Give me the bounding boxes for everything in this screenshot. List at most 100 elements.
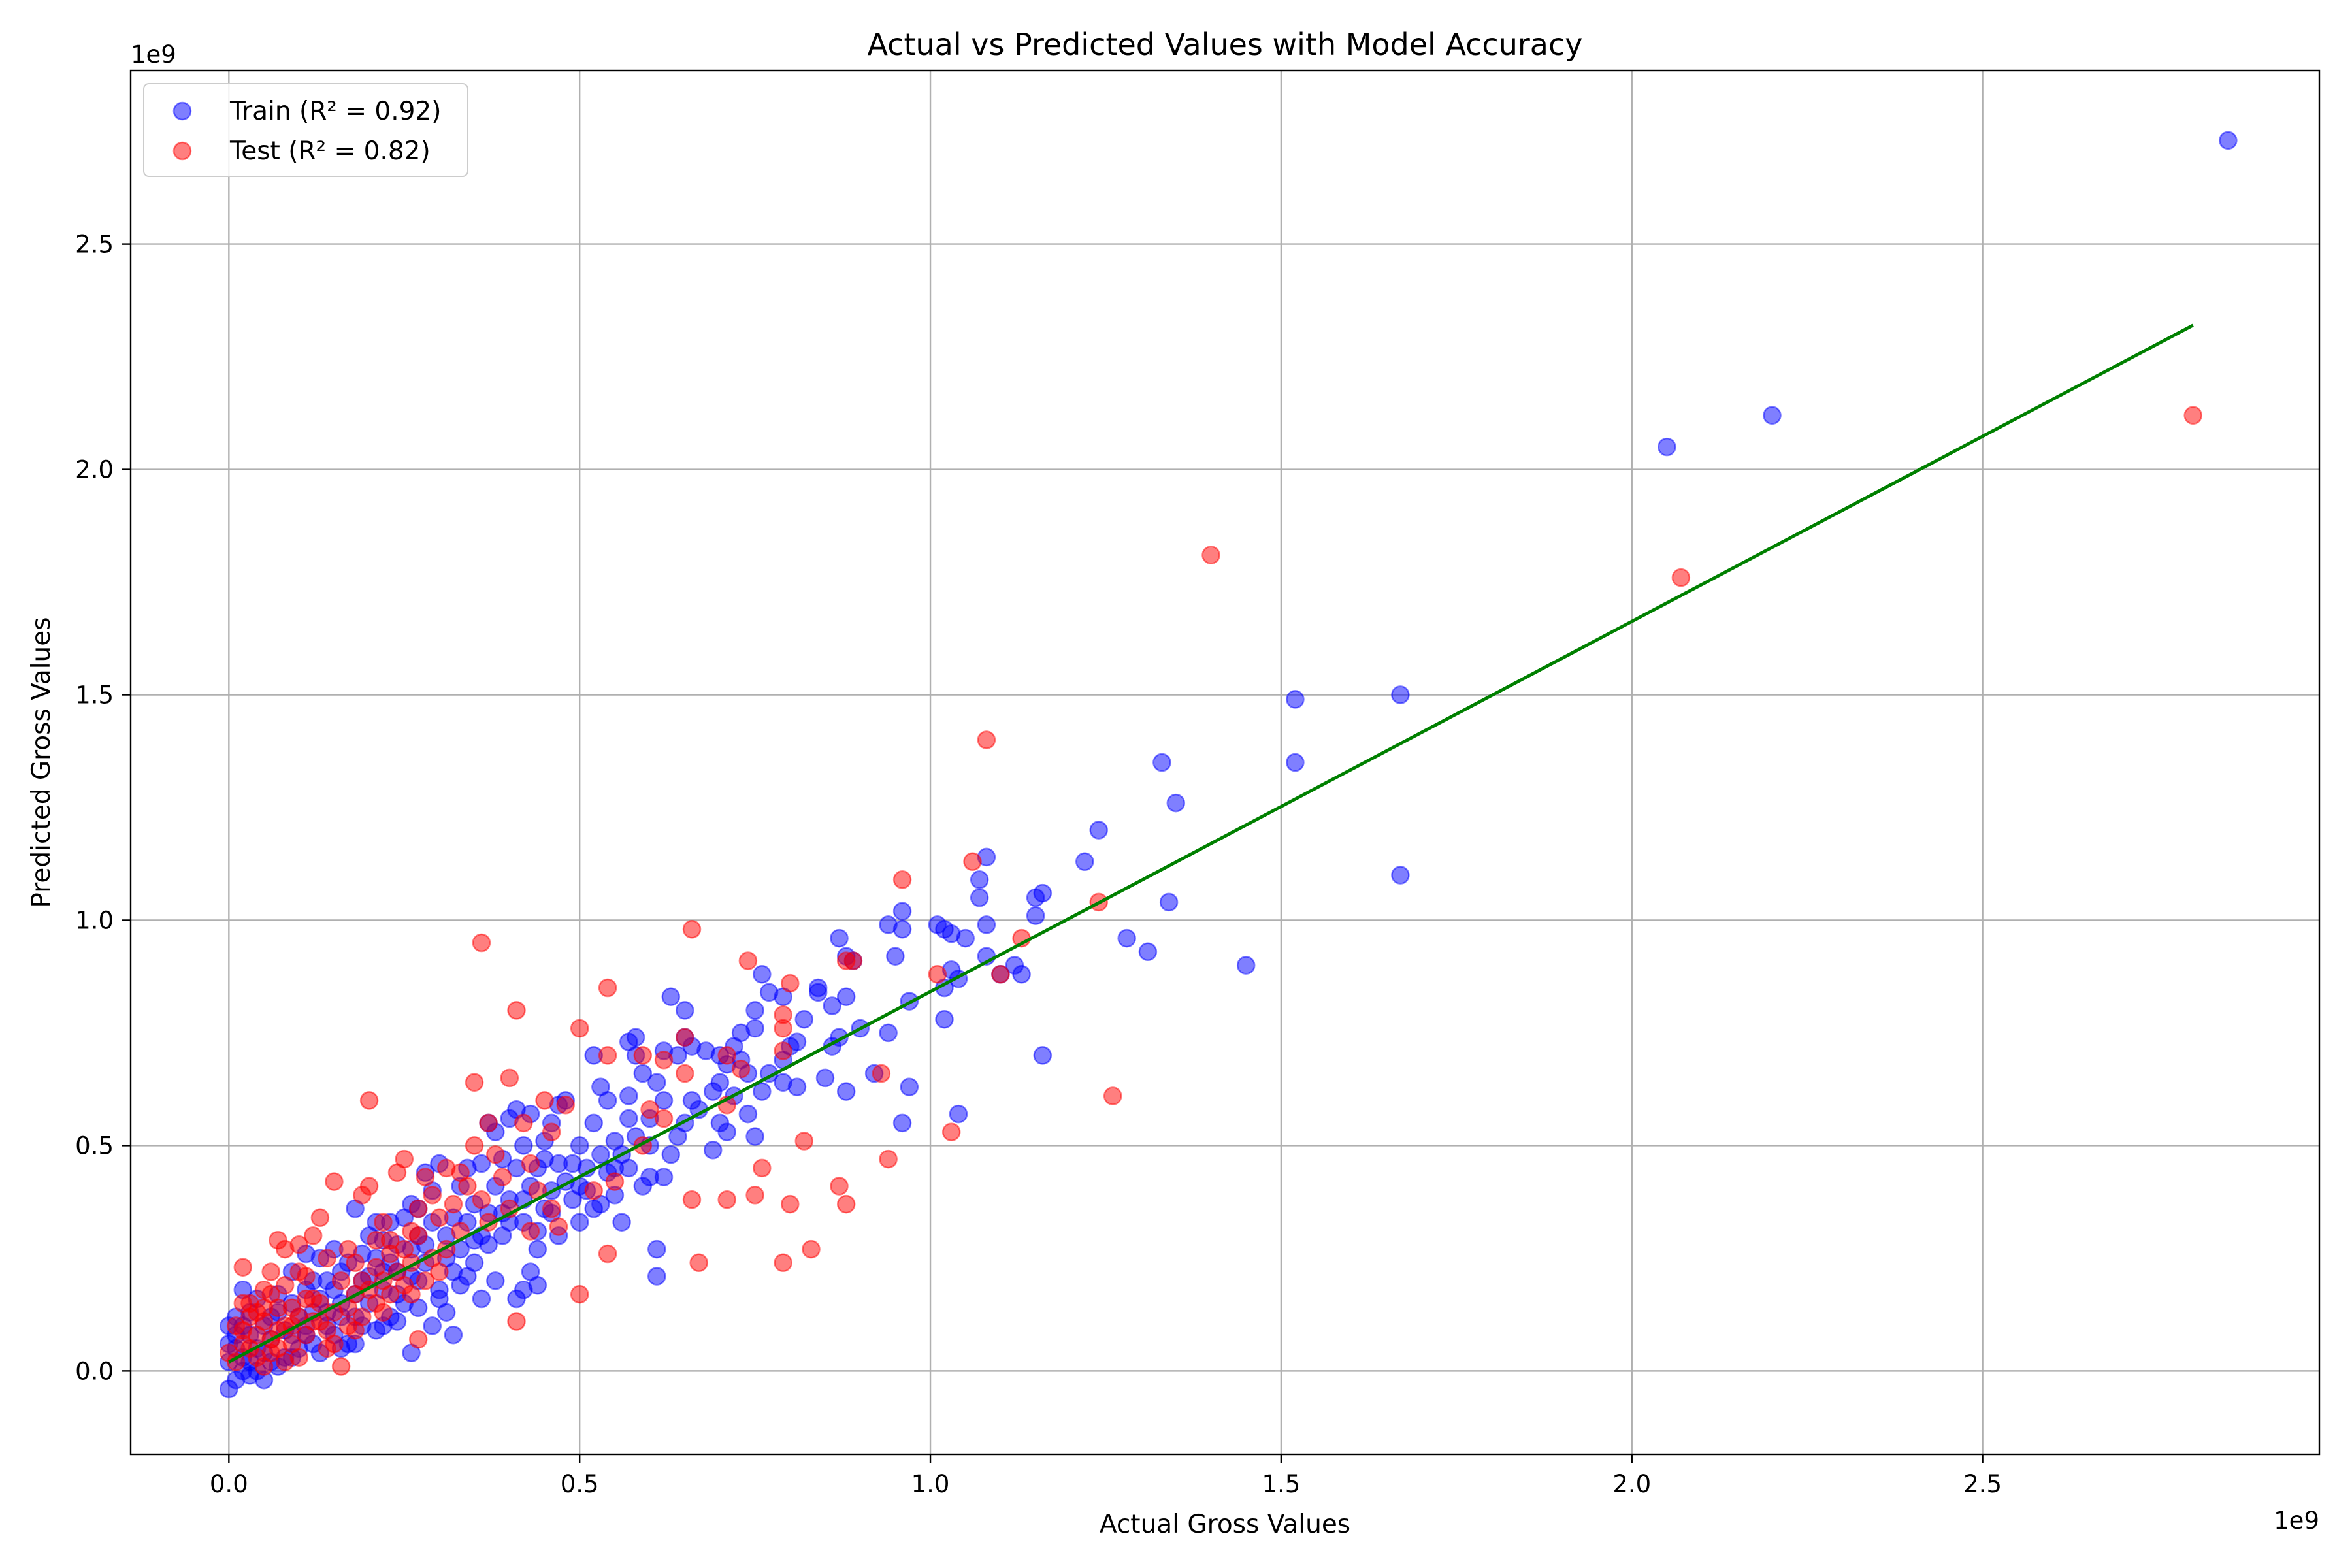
data-point [682, 920, 702, 939]
data-point [823, 996, 841, 1015]
data-point [570, 1136, 589, 1155]
data-point [521, 1154, 540, 1173]
data-point [444, 1325, 463, 1345]
data-point [892, 1113, 912, 1133]
y-axis-label: Predicted Gross Values [27, 617, 56, 907]
y-tick-label: 2.0 [75, 456, 114, 484]
data-point [654, 1091, 674, 1110]
data-point [570, 1284, 589, 1304]
data-point [1391, 866, 1410, 885]
x-tick-label: 2.0 [1612, 1470, 1651, 1498]
data-point [408, 1330, 428, 1349]
data-point [879, 1149, 898, 1169]
data-point [745, 1127, 764, 1146]
plot-area-frame [129, 69, 2321, 1456]
data-point [1236, 956, 1256, 975]
data-point [633, 1177, 653, 1196]
data-point [612, 1213, 631, 1232]
data-point [830, 1177, 849, 1196]
data-point [879, 1023, 898, 1043]
data-point [584, 1113, 603, 1133]
data-point [661, 987, 681, 1006]
data-point [949, 1104, 968, 1124]
data-point [346, 1321, 365, 1340]
data-point [794, 1132, 814, 1151]
chart-title: Actual vs Predicted Values with Model Ac… [868, 27, 1583, 62]
y-tick-label: 1.0 [75, 906, 114, 934]
data-point [836, 1194, 856, 1214]
data-point [633, 1064, 653, 1083]
data-point [584, 1181, 603, 1200]
x-tick-label: 0.0 [210, 1470, 248, 1498]
data-point [753, 1082, 772, 1101]
data-point [1075, 852, 1094, 872]
fit-line-layer [228, 323, 2194, 1364]
data-point [591, 1077, 610, 1096]
data-point [514, 1136, 533, 1155]
data-point [374, 1213, 393, 1232]
data-point [233, 1294, 253, 1313]
axis-ticks: 0.0 0.5 1.0 1.5 2.0 2.5 0.0 0.5 1.0 1.5 2.0 2.5 [75, 231, 2002, 1498]
data-point [325, 1172, 344, 1191]
data-point [584, 1199, 603, 1218]
data-point [774, 1253, 792, 1273]
data-point [507, 1312, 526, 1331]
data-point [717, 1122, 736, 1141]
data-point [977, 730, 996, 749]
data-point [367, 1258, 386, 1277]
legend-label-test: Test (R² = 0.82) [229, 137, 431, 166]
data-point [738, 951, 758, 970]
data-point [465, 1253, 484, 1273]
data-point [233, 1321, 253, 1340]
data-point [598, 1046, 617, 1065]
data-point [654, 1051, 674, 1070]
data-point [1005, 956, 1024, 975]
data-point [717, 1190, 736, 1209]
data-point [430, 1262, 449, 1281]
data-point [381, 1231, 400, 1250]
data-point [2219, 131, 2238, 150]
data-point [675, 1001, 694, 1020]
data-point [1159, 892, 1179, 912]
data-point [675, 1028, 694, 1047]
data-point [830, 928, 849, 948]
data-point [892, 870, 912, 889]
data-point [444, 1194, 463, 1214]
data-point [423, 1186, 442, 1205]
data-point [416, 1168, 435, 1186]
data-point [879, 915, 898, 934]
data-point [886, 947, 905, 966]
data-point [640, 1100, 659, 1119]
data-point [1033, 1046, 1053, 1065]
data-point [289, 1348, 308, 1367]
y-tick-label: 1.5 [75, 681, 114, 710]
legend-marker-test [172, 141, 192, 161]
data-point [1763, 406, 1782, 425]
data-point [619, 1086, 638, 1105]
data-point [402, 1284, 421, 1304]
y-tick-label: 0.5 [75, 1132, 114, 1160]
x-axis-offset-label: 1e9 [2274, 1507, 2319, 1535]
legend-label-train: Train (R² = 0.92) [229, 97, 441, 126]
data-point [991, 965, 1010, 984]
data-point [647, 1239, 666, 1259]
x-tick-label: 0.5 [561, 1470, 599, 1498]
legend-marker-train [172, 101, 192, 121]
data-point [514, 1113, 533, 1133]
x-axis-label: Actual Gross Values [1100, 1510, 1350, 1539]
data-point [900, 1077, 919, 1096]
data-point [836, 951, 856, 970]
data-point [970, 870, 989, 889]
data-point [318, 1339, 336, 1358]
data-point [815, 1068, 835, 1088]
data-point [619, 1109, 638, 1128]
data-point [486, 1271, 505, 1290]
data-point [802, 1239, 821, 1259]
fit-line [228, 323, 2194, 1364]
data-point [500, 1068, 519, 1088]
data-point [563, 1154, 582, 1173]
legend: Train (R² = 0.92) Test (R² = 0.82) [143, 83, 468, 177]
data-point [465, 1073, 484, 1092]
data-point [1138, 942, 1158, 962]
